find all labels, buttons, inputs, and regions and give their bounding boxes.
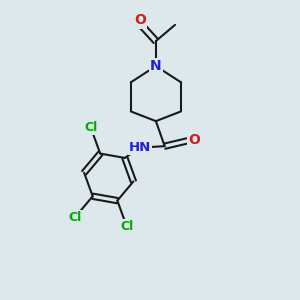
Text: N: N [150,59,162,73]
Text: O: O [188,133,200,147]
Text: HN: HN [129,141,151,154]
Text: O: O [134,14,146,27]
Text: Cl: Cl [68,211,81,224]
Text: Cl: Cl [120,220,134,233]
Text: Cl: Cl [84,121,97,134]
